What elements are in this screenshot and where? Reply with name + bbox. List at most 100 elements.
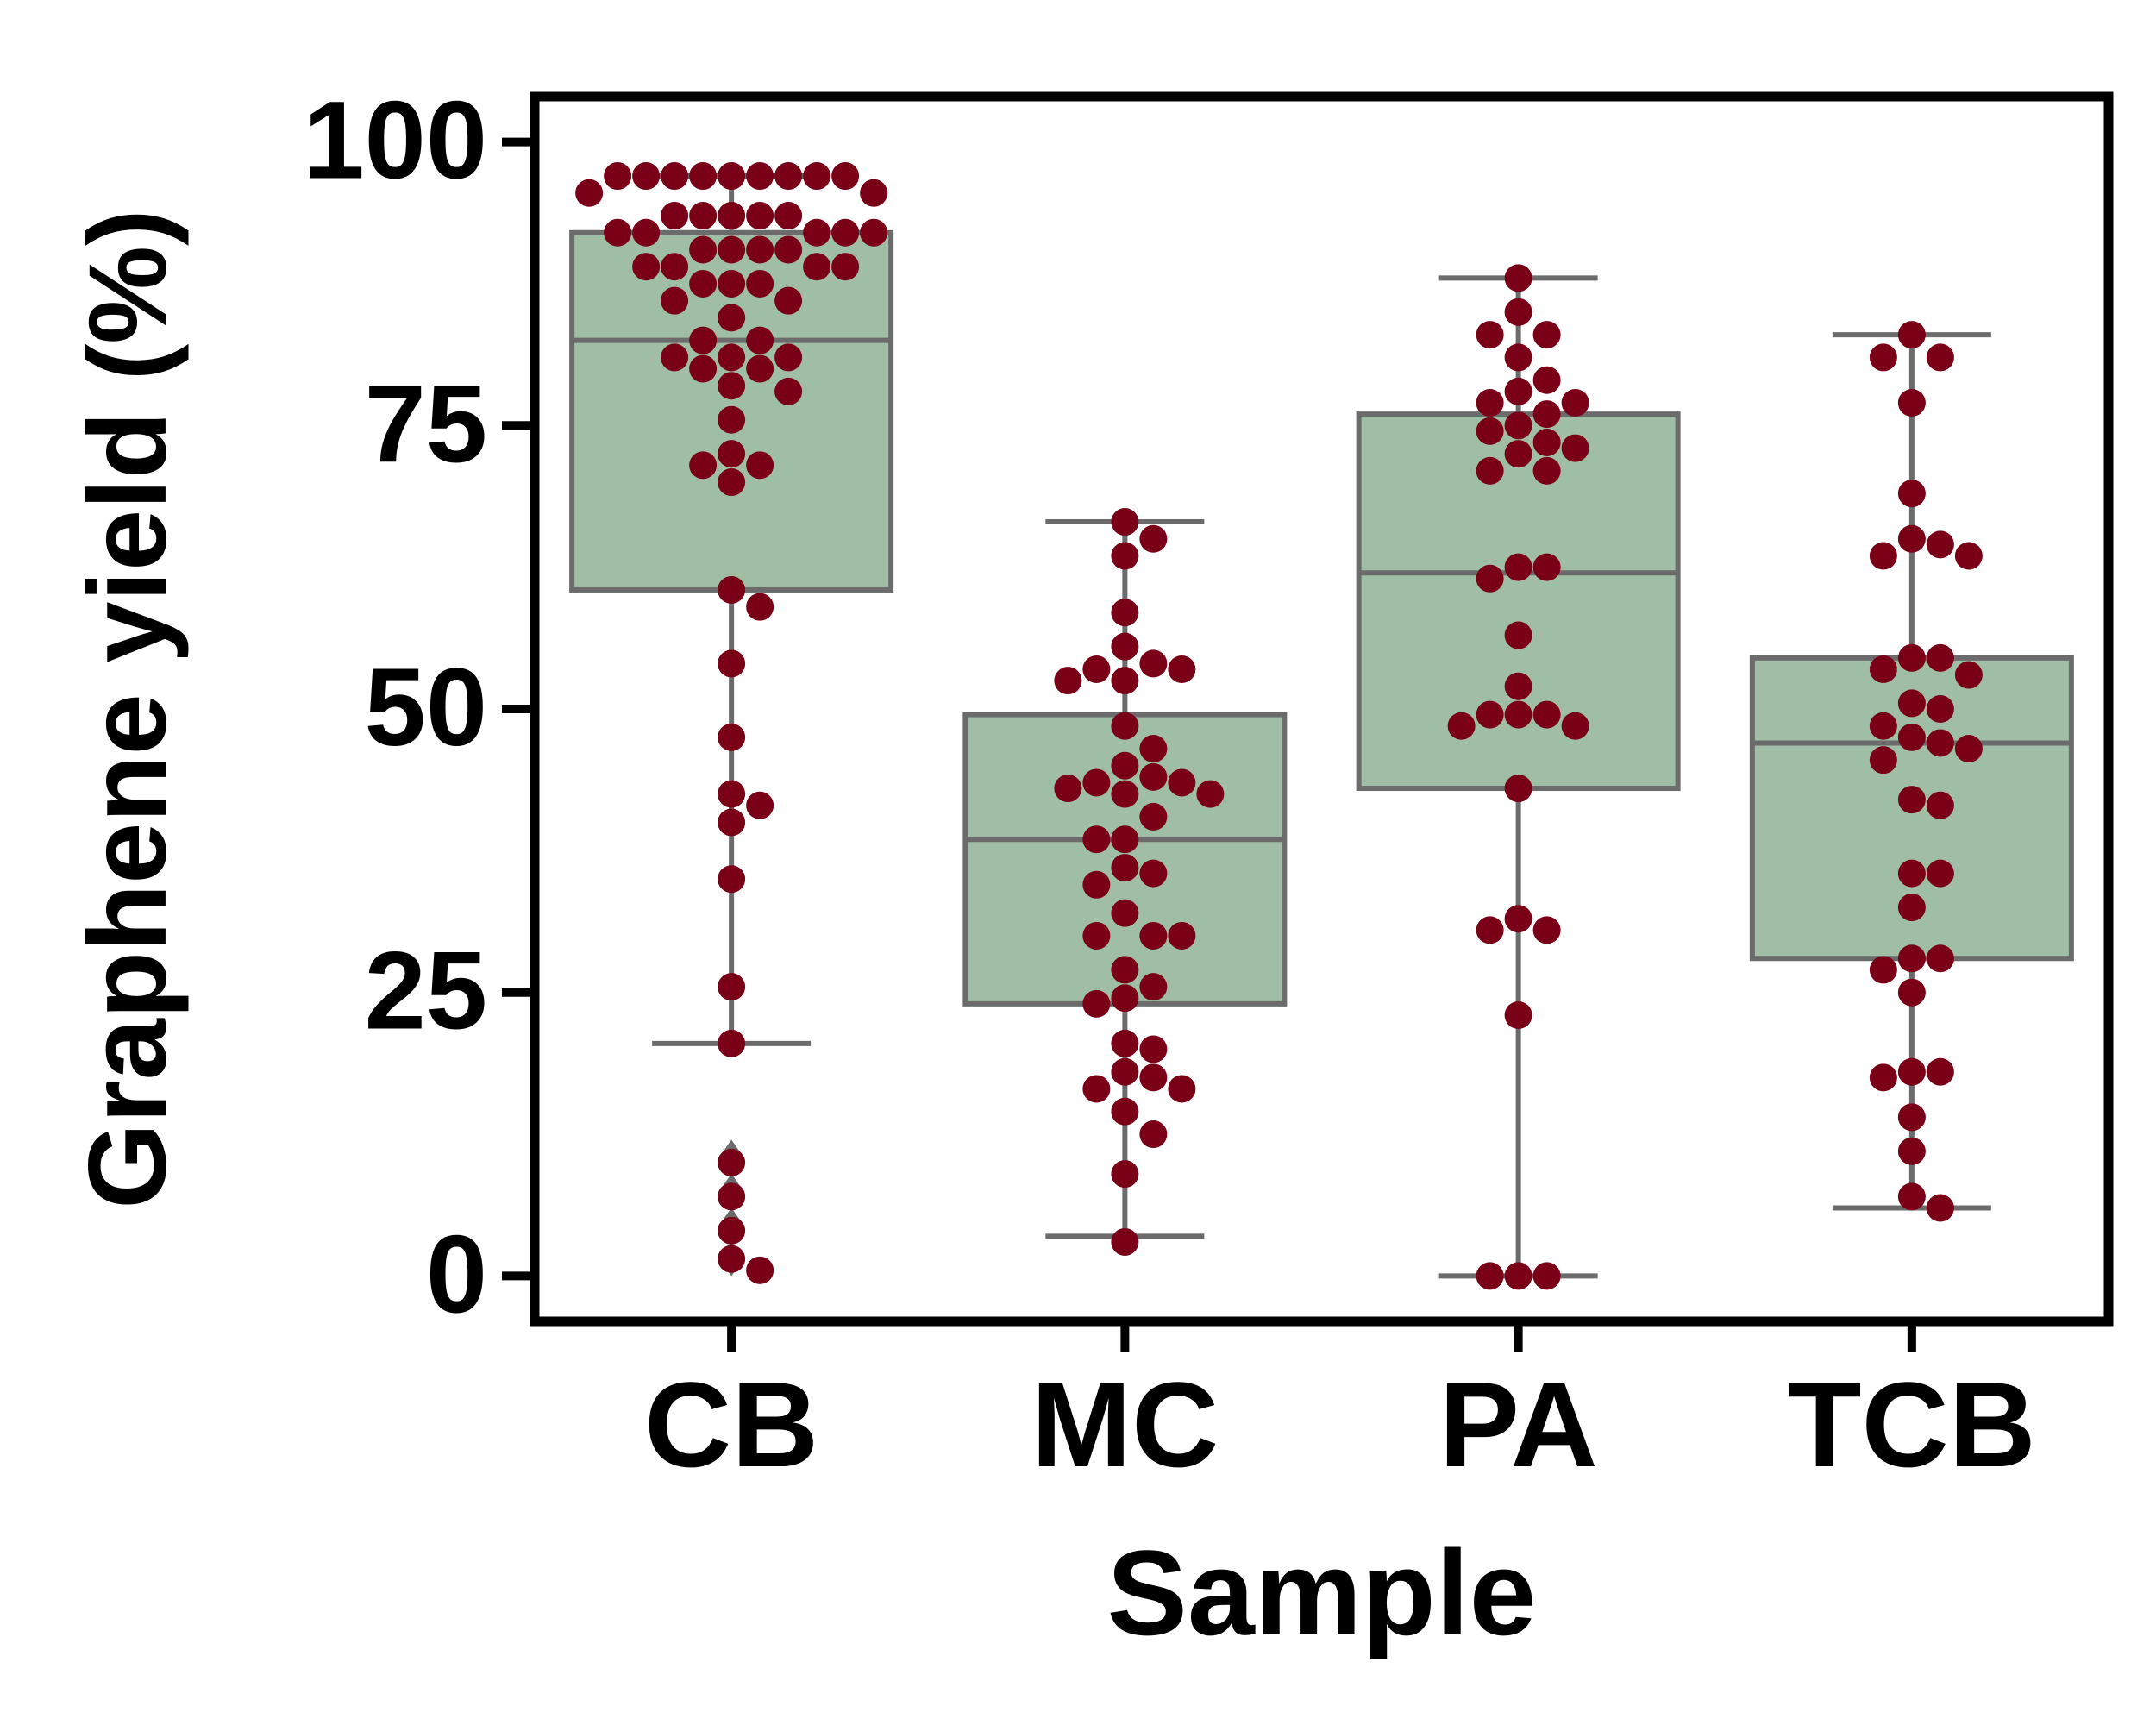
data-point <box>718 202 746 230</box>
data-point <box>831 162 860 191</box>
data-point <box>1532 553 1561 581</box>
data-point <box>689 202 718 230</box>
data-point <box>1111 899 1139 927</box>
data-point <box>1111 667 1139 695</box>
data-point <box>718 405 746 434</box>
data-point <box>1897 723 1926 751</box>
data-point <box>1139 973 1168 1001</box>
data-point <box>746 451 774 480</box>
data-point <box>1897 1103 1926 1132</box>
data-point <box>718 723 746 751</box>
data-point <box>1561 434 1589 462</box>
points-layer <box>575 162 1983 1290</box>
data-point <box>1926 643 1954 672</box>
data-point <box>1504 298 1532 326</box>
data-point <box>689 326 718 354</box>
data-point <box>1504 905 1532 933</box>
data-point <box>1139 921 1168 950</box>
data-point <box>1532 700 1561 729</box>
data-point <box>718 304 746 332</box>
data-point <box>604 218 632 247</box>
data-point <box>632 218 661 247</box>
data-point <box>774 235 803 264</box>
boxes-layer <box>569 173 2074 1279</box>
data-point <box>1532 429 1561 457</box>
data-point <box>718 1029 746 1057</box>
data-point <box>1869 956 1897 984</box>
data-point <box>718 343 746 372</box>
data-point <box>1504 775 1532 803</box>
data-point <box>718 649 746 678</box>
data-point <box>1476 564 1504 593</box>
x-axis: CB MC PA TCB <box>644 1321 2036 1492</box>
data-point <box>661 343 689 372</box>
data-point <box>718 162 746 191</box>
data-point <box>746 162 774 191</box>
data-point <box>1476 417 1504 445</box>
data-point <box>1054 775 1082 803</box>
data-point <box>1926 1194 1954 1222</box>
data-point <box>1476 700 1504 729</box>
data-point <box>1139 649 1168 678</box>
data-point <box>1926 343 1954 372</box>
data-point <box>1111 508 1139 536</box>
data-point <box>1082 768 1111 797</box>
data-point <box>718 865 746 894</box>
data-point <box>1139 859 1168 888</box>
data-point <box>1082 989 1111 1018</box>
data-point <box>1869 712 1897 740</box>
data-point <box>689 162 718 191</box>
data-point <box>1897 786 1926 814</box>
data-point <box>1532 456 1561 485</box>
data-point <box>1476 456 1504 485</box>
data-point <box>1532 321 1561 349</box>
data-point <box>1897 859 1926 888</box>
data-point <box>1196 780 1225 808</box>
data-point <box>1897 389 1926 417</box>
data-point <box>1168 1075 1196 1103</box>
data-point <box>1082 870 1111 899</box>
data-point <box>1504 1001 1532 1029</box>
data-point <box>1111 956 1139 984</box>
data-point <box>1111 825 1139 854</box>
data-point <box>1139 1063 1168 1092</box>
data-point <box>1926 1057 1954 1086</box>
data-point <box>1168 768 1196 797</box>
data-point <box>1139 1120 1168 1149</box>
data-point <box>718 780 746 808</box>
data-point <box>1504 411 1532 440</box>
data-point <box>1532 366 1561 394</box>
data-point <box>1504 1262 1532 1290</box>
data-point <box>1111 1160 1139 1189</box>
x-tick-label: MC <box>1031 1357 1219 1492</box>
data-point <box>1111 542 1139 570</box>
data-point <box>1082 655 1111 683</box>
data-point <box>1954 661 1983 689</box>
data-point <box>746 269 774 298</box>
data-point <box>774 286 803 315</box>
data-point <box>831 218 860 247</box>
data-point <box>1476 321 1504 349</box>
x-tick-label: TCB <box>1788 1357 2036 1492</box>
data-point <box>1869 542 1897 570</box>
data-point <box>1082 825 1111 854</box>
data-point <box>1532 1262 1561 1290</box>
data-point <box>746 235 774 264</box>
data-point <box>746 326 774 354</box>
data-point <box>1954 542 1983 570</box>
data-point <box>1111 984 1139 1013</box>
y-tick-label: 0 <box>426 1213 487 1336</box>
data-point <box>1869 655 1897 683</box>
data-point <box>1926 530 1954 559</box>
data-point <box>746 791 774 819</box>
data-point <box>1111 1227 1139 1256</box>
data-point <box>774 202 803 230</box>
data-point <box>1504 440 1532 468</box>
data-point <box>746 202 774 230</box>
data-point <box>803 162 831 191</box>
data-point <box>1897 321 1926 349</box>
data-point <box>1532 916 1561 944</box>
data-point <box>1897 894 1926 922</box>
data-point <box>1476 916 1504 944</box>
y-axis-title: Graphene yield (%) <box>66 209 190 1208</box>
